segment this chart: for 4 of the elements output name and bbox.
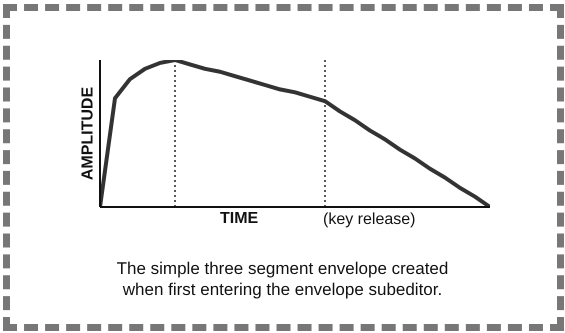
text: The simple three segment envelope created when first entering the envelope subeditor. bbox=[116, 258, 450, 300]
y-axis-title: AMPLITUDE bbox=[80, 86, 97, 180]
x-axis-title: TIME bbox=[220, 210, 258, 228]
text: (key release) bbox=[323, 211, 416, 229]
